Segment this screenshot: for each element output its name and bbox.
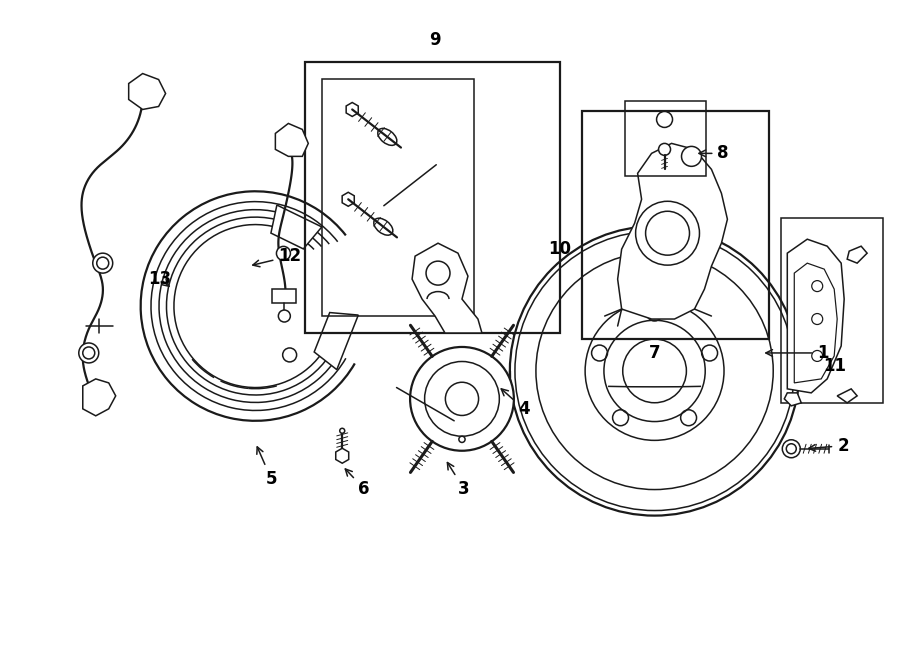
Circle shape	[93, 253, 112, 273]
Circle shape	[339, 428, 345, 433]
Text: 5: 5	[256, 447, 277, 488]
Circle shape	[681, 146, 701, 167]
Polygon shape	[129, 73, 166, 110]
Circle shape	[657, 112, 672, 128]
Text: 12: 12	[253, 247, 302, 267]
Polygon shape	[837, 389, 857, 403]
Circle shape	[510, 226, 799, 516]
Circle shape	[446, 382, 479, 416]
Polygon shape	[412, 243, 482, 333]
Polygon shape	[795, 263, 837, 383]
Circle shape	[635, 201, 699, 265]
Circle shape	[283, 348, 297, 362]
Polygon shape	[83, 379, 116, 416]
Circle shape	[425, 362, 500, 436]
Circle shape	[83, 347, 94, 359]
Text: 1: 1	[766, 344, 829, 362]
Polygon shape	[336, 448, 348, 463]
Polygon shape	[847, 246, 867, 263]
Circle shape	[659, 143, 670, 155]
Polygon shape	[346, 102, 358, 116]
Circle shape	[278, 310, 291, 322]
Polygon shape	[140, 191, 353, 421]
Polygon shape	[788, 239, 844, 393]
Polygon shape	[314, 313, 358, 369]
Circle shape	[276, 247, 291, 260]
Polygon shape	[784, 393, 801, 406]
Polygon shape	[617, 143, 727, 319]
Text: 13: 13	[148, 270, 172, 288]
Polygon shape	[271, 205, 322, 249]
Text: 11: 11	[823, 357, 846, 375]
Text: 2: 2	[809, 437, 849, 455]
Circle shape	[812, 281, 823, 292]
Circle shape	[79, 343, 99, 363]
Text: 10: 10	[548, 240, 571, 258]
Bar	[322, 79, 474, 316]
Polygon shape	[275, 124, 309, 157]
Text: 9: 9	[429, 30, 441, 49]
Text: 8: 8	[699, 144, 729, 163]
Circle shape	[96, 257, 109, 269]
Text: 7: 7	[649, 344, 661, 362]
Circle shape	[812, 350, 823, 362]
Bar	[781, 218, 883, 403]
Bar	[305, 61, 560, 333]
Circle shape	[459, 436, 465, 442]
Bar	[625, 102, 706, 176]
Circle shape	[410, 347, 514, 451]
Text: 3: 3	[447, 463, 470, 498]
Circle shape	[812, 313, 823, 325]
Text: 6: 6	[346, 469, 370, 498]
Bar	[581, 112, 770, 339]
Polygon shape	[342, 192, 355, 206]
Bar	[273, 289, 296, 303]
Text: 4: 4	[501, 389, 529, 418]
Circle shape	[645, 212, 689, 255]
Circle shape	[426, 261, 450, 285]
